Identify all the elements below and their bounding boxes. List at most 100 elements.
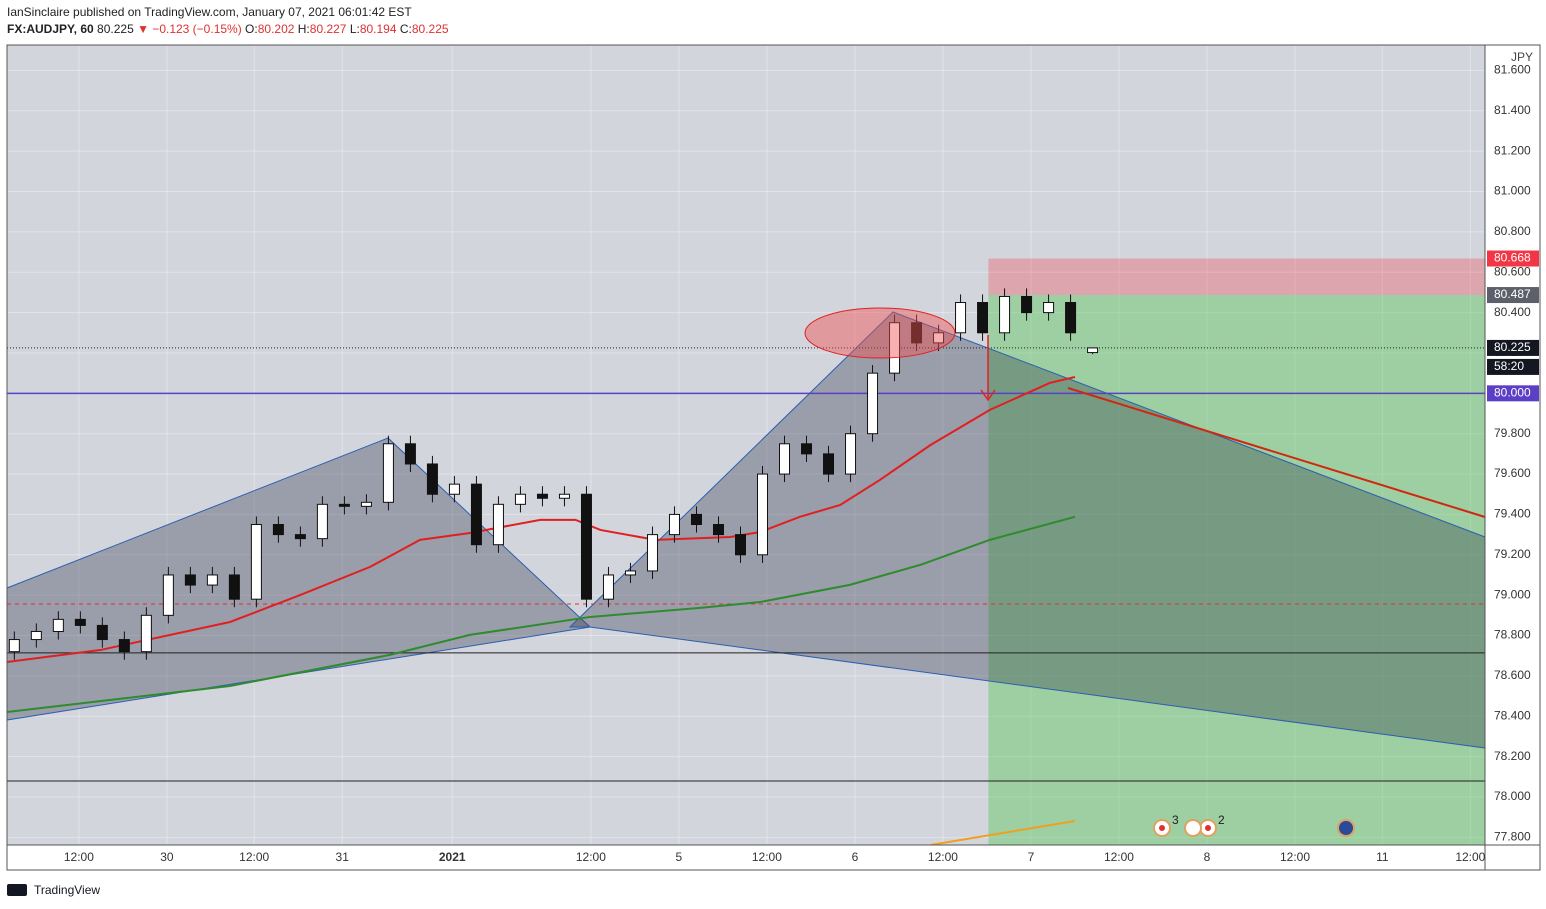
x-tick-label: 7 (1028, 850, 1035, 864)
x-tick-label: 5 (676, 850, 683, 864)
candle-body (712, 524, 724, 536)
ma-line (6, 376, 1076, 663)
entry-label: 80.487 (1494, 287, 1531, 301)
brand: TradingView (34, 883, 100, 897)
x-tick-label: 8 (1204, 850, 1211, 864)
candle-body (1065, 302, 1077, 334)
candle-body (955, 302, 967, 334)
candle-body (536, 493, 548, 499)
candle-body (580, 493, 592, 600)
candle-body (492, 503, 504, 546)
candle-body (448, 483, 460, 495)
y-tick-label: 78.800 (1494, 628, 1531, 642)
x-tick-label: 12:00 (1104, 850, 1134, 864)
highlight-ellipse (804, 307, 956, 359)
event-dot (1205, 825, 1211, 831)
candle-body (867, 372, 879, 435)
arrow-head (980, 389, 996, 402)
event-icon (1337, 819, 1355, 837)
x-tick-label: 12:00 (576, 850, 606, 864)
target-zone (988, 295, 1485, 846)
ohlc-legend: O:80.202 H:80.227 L:80.194 C:80.225 (245, 22, 449, 36)
ma-line (6, 515, 1076, 713)
y-tick-label: 79.600 (1494, 466, 1531, 480)
y-tick-label: 81.000 (1494, 184, 1531, 198)
x-tick-label: 31 (336, 850, 350, 864)
candle-body (74, 618, 86, 626)
ohlc-label: C: (399, 22, 412, 36)
candle-body (757, 473, 769, 556)
price-label-bg (1487, 385, 1539, 402)
candle-body (646, 534, 658, 572)
last-label: 80.225 (1494, 340, 1531, 354)
stop-label: 80.668 (1494, 251, 1531, 265)
candle-body (823, 453, 835, 475)
candle-body (911, 322, 923, 344)
candle-body (272, 524, 284, 536)
price-label: 80.000 (1494, 386, 1531, 400)
candle-body (30, 630, 42, 641)
ohlc-label: H: (297, 22, 310, 36)
candle-body (426, 463, 438, 495)
candle-body (96, 624, 108, 641)
candle-body (933, 332, 945, 344)
ma-line (930, 819, 1076, 846)
ohlc-value: 80.225 (411, 22, 449, 36)
x-tick-label: 12:00 (239, 850, 269, 864)
x-tick-label: 12:00 (1455, 850, 1485, 864)
candle-body (779, 443, 791, 475)
event-icon (1184, 819, 1202, 837)
event-dot (1159, 825, 1165, 831)
countdown: 58:20 (1494, 359, 1524, 373)
candle-body (690, 513, 702, 526)
publisher: IanSinclaire published on TradingView.co… (7, 5, 412, 19)
symbol: FX:AUDJPY, 60 (7, 22, 94, 36)
y-tick-label: 79.400 (1494, 507, 1531, 521)
candle-body (1043, 302, 1055, 314)
candle-body (118, 639, 130, 653)
x-tick-label: 2021 (439, 850, 466, 864)
x-tick-label: 6 (852, 850, 859, 864)
candle-body (470, 483, 482, 546)
y-tick-label: 80.800 (1494, 224, 1531, 238)
entry-label-bg (1487, 287, 1539, 304)
header: IanSinclaire published on TradingView.co… (7, 4, 449, 38)
candle-body (602, 574, 614, 600)
candle-body (889, 322, 901, 374)
candle-body (382, 443, 394, 503)
candle-body (228, 574, 240, 600)
x-tick-label: 12:00 (64, 850, 94, 864)
last-price: 80.225 (97, 22, 134, 36)
candle-body (1087, 347, 1099, 354)
candle-body (360, 501, 372, 507)
y-tick-label: 77.800 (1494, 830, 1531, 844)
ohlc-value: 80.227 (309, 22, 347, 36)
y-tick-label: 79.800 (1494, 426, 1531, 440)
candle-body (316, 503, 328, 540)
candle-body (184, 574, 196, 586)
y-tick-label: 79.000 (1494, 587, 1531, 601)
candle-body (338, 503, 350, 507)
candle-body (8, 639, 20, 653)
price-axis (1486, 45, 1540, 870)
y-tick-label: 80.400 (1494, 305, 1531, 319)
last-label-bg (1487, 339, 1539, 356)
stop-zone (988, 258, 1485, 296)
y-tick-label: 81.600 (1494, 63, 1531, 77)
event-count: 3 (1172, 813, 1179, 827)
plot-background (7, 45, 1485, 845)
y-tick-label: 79.200 (1494, 547, 1531, 561)
trend-line (1067, 387, 1486, 518)
y-tick-label: 80.600 (1494, 264, 1531, 278)
candle-body (206, 574, 218, 586)
x-tick-label: 12:00 (1280, 850, 1310, 864)
x-tick-label: 12:00 (752, 850, 782, 864)
candle-body (140, 614, 152, 653)
frame (6, 44, 1541, 871)
countdown-bg (1487, 358, 1539, 375)
candle-body (294, 534, 306, 540)
logo (7, 884, 27, 896)
candle-body (404, 443, 416, 465)
